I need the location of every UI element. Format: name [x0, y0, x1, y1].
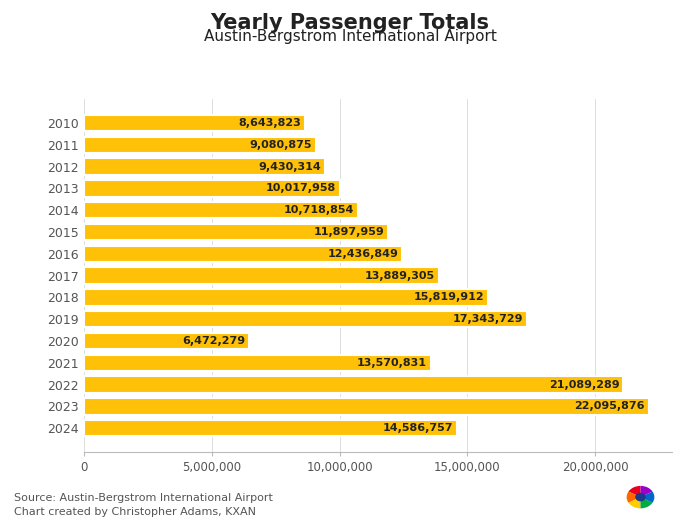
Text: 10,718,854: 10,718,854 — [284, 205, 354, 215]
Wedge shape — [640, 491, 654, 503]
Bar — [84, 376, 623, 393]
Bar — [84, 159, 325, 175]
Bar — [84, 180, 340, 197]
Bar — [84, 398, 649, 414]
Text: 8,643,823: 8,643,823 — [239, 118, 301, 128]
Bar — [84, 245, 402, 262]
Text: kxan: kxan — [557, 488, 610, 506]
Text: 22,095,876: 22,095,876 — [575, 401, 645, 411]
Text: Source: Austin-Bergstrom International Airport
Chart created by Christopher Adam: Source: Austin-Bergstrom International A… — [14, 492, 273, 517]
Bar — [84, 420, 457, 436]
Wedge shape — [640, 497, 652, 509]
Bar — [84, 267, 439, 284]
Bar — [84, 224, 389, 240]
Wedge shape — [629, 497, 640, 509]
Text: Austin-Bergstrom International Airport: Austin-Bergstrom International Airport — [204, 29, 496, 44]
Bar — [84, 333, 249, 349]
Text: 17,343,729: 17,343,729 — [453, 314, 524, 324]
Text: 13,570,831: 13,570,831 — [357, 358, 427, 368]
Text: 14,586,757: 14,586,757 — [383, 423, 453, 433]
Text: 12,436,849: 12,436,849 — [327, 249, 398, 259]
Bar — [84, 355, 431, 371]
Text: 11,897,959: 11,897,959 — [314, 227, 384, 237]
Wedge shape — [640, 486, 652, 497]
Bar — [84, 311, 527, 328]
Wedge shape — [629, 486, 640, 497]
Text: 9,080,875: 9,080,875 — [250, 140, 312, 150]
Bar — [84, 137, 316, 153]
Text: 21,089,289: 21,089,289 — [549, 380, 620, 389]
Text: 10,017,958: 10,017,958 — [266, 184, 336, 193]
Text: 9,430,314: 9,430,314 — [258, 162, 321, 172]
Text: 6,472,279: 6,472,279 — [183, 336, 246, 346]
Bar — [84, 289, 489, 306]
Bar — [84, 115, 305, 131]
Bar — [84, 202, 358, 218]
Text: 15,819,912: 15,819,912 — [414, 292, 484, 303]
Text: Yearly Passenger Totals: Yearly Passenger Totals — [211, 13, 489, 33]
Circle shape — [635, 493, 646, 501]
Wedge shape — [626, 491, 640, 503]
Text: 13,889,305: 13,889,305 — [365, 270, 435, 281]
